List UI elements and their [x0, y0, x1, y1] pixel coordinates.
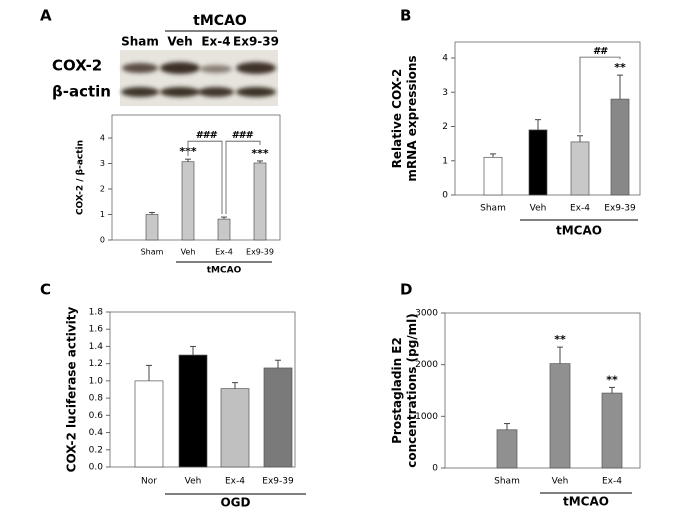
significance: *** — [251, 147, 269, 160]
y-tick-label: 3000 — [415, 309, 438, 319]
bracket — [225, 140, 261, 215]
significance: ** — [614, 61, 626, 74]
x-tick-label: Sham — [141, 248, 164, 257]
bracket-label: ### — [196, 130, 218, 141]
group-label: tMCAO — [563, 495, 609, 509]
y-tick-label: 0.2 — [89, 445, 103, 455]
x-tick-label: Ex-4 — [570, 204, 590, 214]
bar — [549, 363, 571, 469]
bar — [220, 388, 250, 468]
blot-lane-label: Ex-4 — [201, 35, 230, 49]
x-tick-label: Ex-4 — [602, 477, 622, 487]
y-tick-label: 3 — [100, 159, 105, 168]
y-tick-label: 0.4 — [89, 428, 104, 438]
y-tick-label: 0 — [432, 464, 438, 474]
y-axis-label: COX-2 luciferase activity — [65, 307, 79, 473]
plot-frame — [111, 114, 281, 241]
y-tick-label: 1.6 — [89, 325, 104, 335]
y-tick-label: 4 — [442, 54, 448, 64]
blot-row-label: β-actin — [52, 83, 111, 101]
y-tick-label: 2 — [442, 122, 448, 132]
y-axis-label: mRNA expressions — [405, 55, 419, 181]
blot-lane-label: Ex9-39 — [233, 35, 279, 49]
panel-label: B — [400, 7, 411, 25]
x-tick-label: Sham — [494, 477, 520, 487]
y-tick-label: 0 — [100, 236, 105, 245]
y-tick-label: 2 — [100, 185, 105, 194]
x-tick-label: Veh — [181, 248, 196, 257]
y-tick-label: 2000 — [415, 360, 438, 370]
y-tick-label: 1 — [442, 156, 448, 166]
bracket — [187, 140, 223, 215]
group-label: OGD — [220, 496, 250, 510]
x-tick-label: Ex-4 — [225, 477, 245, 487]
panel-label: C — [40, 281, 51, 299]
y-axis-label: concentrations (pg/ml) — [405, 313, 419, 468]
x-tick-label: Ex9-39 — [604, 204, 636, 214]
bar — [483, 156, 503, 196]
bar — [496, 429, 518, 469]
x-tick-label: Ex9-39 — [262, 477, 294, 487]
blot-background — [120, 50, 278, 106]
bar — [610, 98, 630, 196]
significance: ** — [554, 333, 566, 346]
y-tick-label: 1000 — [415, 412, 438, 422]
bracket-label: ## — [593, 46, 608, 57]
y-tick-label: 0 — [442, 191, 448, 201]
panel-label: A — [40, 7, 52, 25]
bar — [528, 129, 548, 196]
blot-row-label: COX-2 — [52, 57, 102, 75]
bar — [178, 354, 208, 468]
y-tick-label: 4 — [100, 134, 105, 143]
blot-bands — [121, 62, 276, 97]
plot-frame — [454, 41, 641, 196]
bar — [134, 380, 164, 468]
y-tick-label: 3 — [442, 88, 448, 98]
x-tick-label: Ex-4 — [215, 248, 233, 257]
bar — [181, 161, 195, 241]
y-tick-label: 1.2 — [89, 359, 103, 369]
y-tick-label: 1 — [100, 210, 105, 219]
y-axis-label: Relative COX-2 — [390, 69, 404, 169]
group-label: tMCAO — [556, 224, 602, 238]
y-tick-label: 1.8 — [89, 308, 104, 318]
y-tick-label: 0.0 — [89, 463, 104, 473]
panel-label: D — [400, 281, 412, 299]
y-axis-label: COX-2 / β-actin — [76, 140, 86, 215]
x-tick-label: Ex9-39 — [246, 248, 274, 257]
blot-lane-label: Sham — [121, 35, 159, 49]
y-axis-label: Prostagladin E2 — [390, 337, 404, 444]
blot-group-label: tMCAO — [193, 13, 247, 29]
y-tick-label: 1.4 — [89, 342, 104, 352]
x-tick-label: Veh — [185, 477, 202, 487]
x-tick-label: Veh — [530, 204, 547, 214]
bar — [263, 367, 293, 468]
group-label: tMCAO — [207, 266, 242, 276]
bar — [217, 218, 231, 241]
y-tick-label: 0.6 — [89, 411, 104, 421]
bar — [145, 214, 159, 241]
x-tick-label: Sham — [480, 204, 506, 214]
bar — [570, 141, 590, 196]
bracket-label: ### — [232, 130, 254, 141]
y-tick-label: 1.0 — [89, 376, 104, 386]
plot-frame — [444, 312, 641, 469]
y-tick-label: 0.8 — [89, 394, 104, 404]
x-tick-label: Nor — [141, 477, 157, 487]
bracket — [579, 56, 621, 133]
bar — [601, 392, 623, 469]
significance: ** — [606, 373, 618, 386]
bar — [253, 162, 267, 241]
x-tick-label: Veh — [552, 477, 569, 487]
blot-lane-label: Veh — [167, 35, 192, 49]
